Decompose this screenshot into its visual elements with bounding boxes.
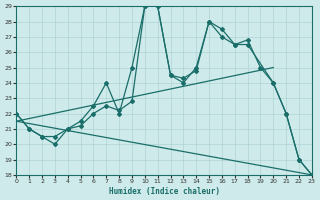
X-axis label: Humidex (Indice chaleur): Humidex (Indice chaleur) xyxy=(108,187,220,196)
